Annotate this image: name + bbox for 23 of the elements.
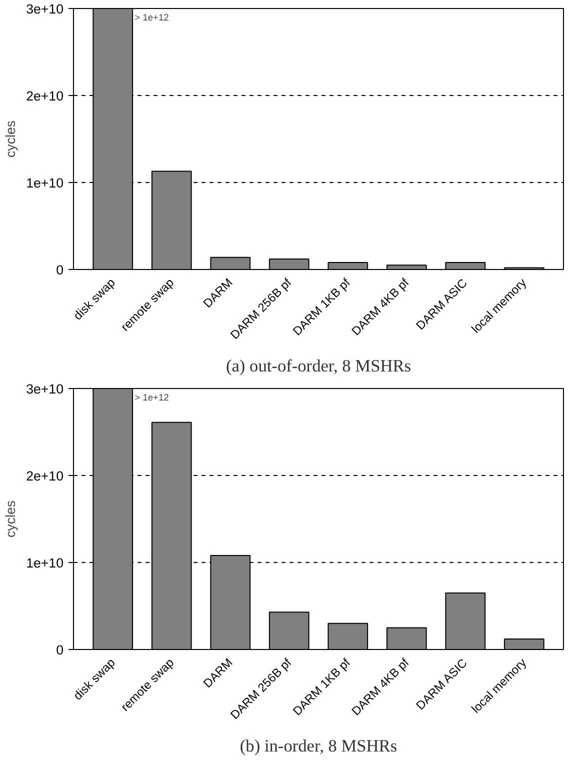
annotation: > 1e+12	[134, 392, 169, 402]
y-tick-label: 1e+10	[26, 556, 64, 570]
bar	[445, 592, 486, 650]
bar	[328, 622, 368, 650]
bar	[386, 627, 427, 650]
text: (a) out-of-order, 8 MSHRs	[226, 356, 412, 376]
y-tick-label: 2e+10	[26, 468, 64, 484]
y-tick-label: 1e+10	[26, 176, 64, 190]
y-tick-label: 0	[56, 642, 64, 658]
bar	[328, 262, 368, 270]
text: (b) in-order, 8 MSHRs	[240, 736, 398, 756]
bar	[210, 256, 251, 270]
y-tick-label: 3e+10	[26, 2, 64, 16]
y-tick-label: 3e+10	[26, 382, 64, 396]
bar	[268, 258, 310, 270]
annotation: > 1e+12	[134, 12, 169, 22]
y-tick-label: 2e+10	[26, 88, 64, 104]
y-axis-title: cycles	[3, 500, 18, 538]
bar	[445, 262, 486, 270]
bar	[504, 638, 544, 650]
y-tick-label: 0	[56, 262, 64, 278]
y-axis-title: cycles	[3, 120, 18, 158]
bar	[268, 612, 310, 650]
